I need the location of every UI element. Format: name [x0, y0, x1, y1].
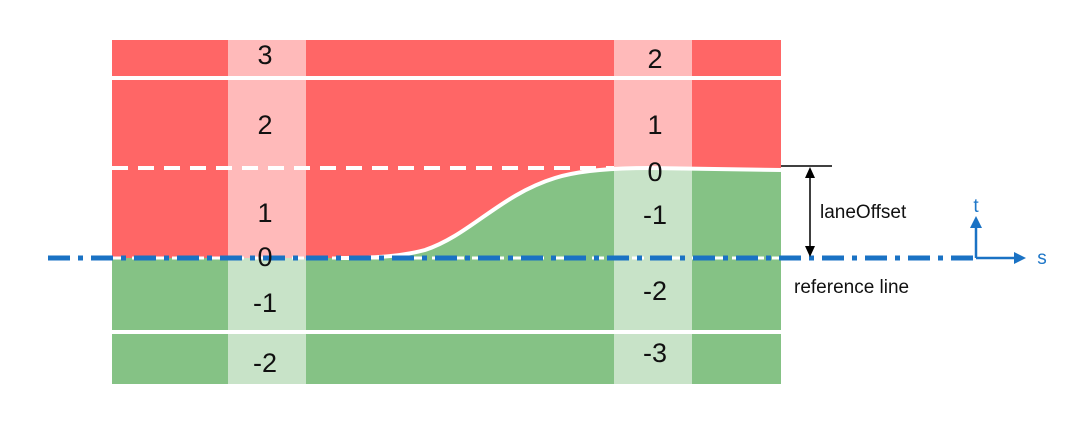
lane-label: 1 — [257, 198, 272, 228]
lane-label: 1 — [647, 110, 662, 140]
lane-label: 3 — [257, 40, 272, 70]
lane-label: -2 — [253, 348, 277, 378]
t-axis-arrow-icon — [970, 216, 982, 228]
s-axis-arrow-icon — [1014, 252, 1026, 264]
lane-label: -1 — [643, 200, 667, 230]
lane-offset-arrowhead-up-icon — [805, 167, 815, 178]
lane-label: -2 — [643, 276, 667, 306]
lane-label: 2 — [257, 110, 272, 140]
lane-label: 0 — [257, 242, 272, 272]
lane-offset-label: laneOffset — [820, 202, 907, 223]
lane-label: -3 — [643, 338, 667, 368]
lane-offset-curve — [339, 165, 782, 260]
t-axis-label: t — [973, 196, 979, 217]
section-column-1 — [228, 40, 306, 384]
lane-label: 2 — [647, 44, 662, 74]
section-column-2 — [614, 40, 692, 384]
s-axis-label: s — [1037, 248, 1047, 269]
lane-label: 0 — [647, 157, 662, 187]
lane-label: -1 — [253, 288, 277, 318]
lane-offset-arrowhead-down-icon — [805, 246, 815, 257]
reference-line-label: reference line — [794, 277, 909, 298]
